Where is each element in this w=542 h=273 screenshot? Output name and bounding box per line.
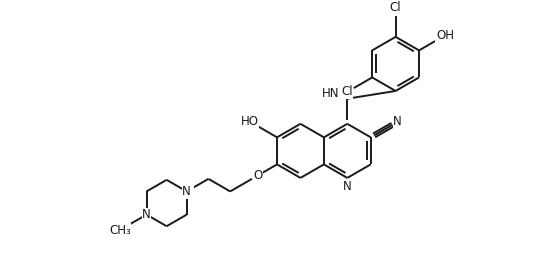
Text: HO: HO xyxy=(241,115,259,128)
Text: N: N xyxy=(184,183,193,196)
Text: N: N xyxy=(393,115,402,128)
Text: N: N xyxy=(182,185,191,198)
Text: Cl: Cl xyxy=(390,1,402,14)
Text: CH₃: CH₃ xyxy=(109,224,131,237)
Text: O: O xyxy=(253,169,262,182)
Text: HN: HN xyxy=(322,87,340,100)
Text: N: N xyxy=(142,208,151,221)
Text: N: N xyxy=(343,180,352,193)
Text: OH: OH xyxy=(436,29,454,42)
Text: Cl: Cl xyxy=(341,85,353,99)
